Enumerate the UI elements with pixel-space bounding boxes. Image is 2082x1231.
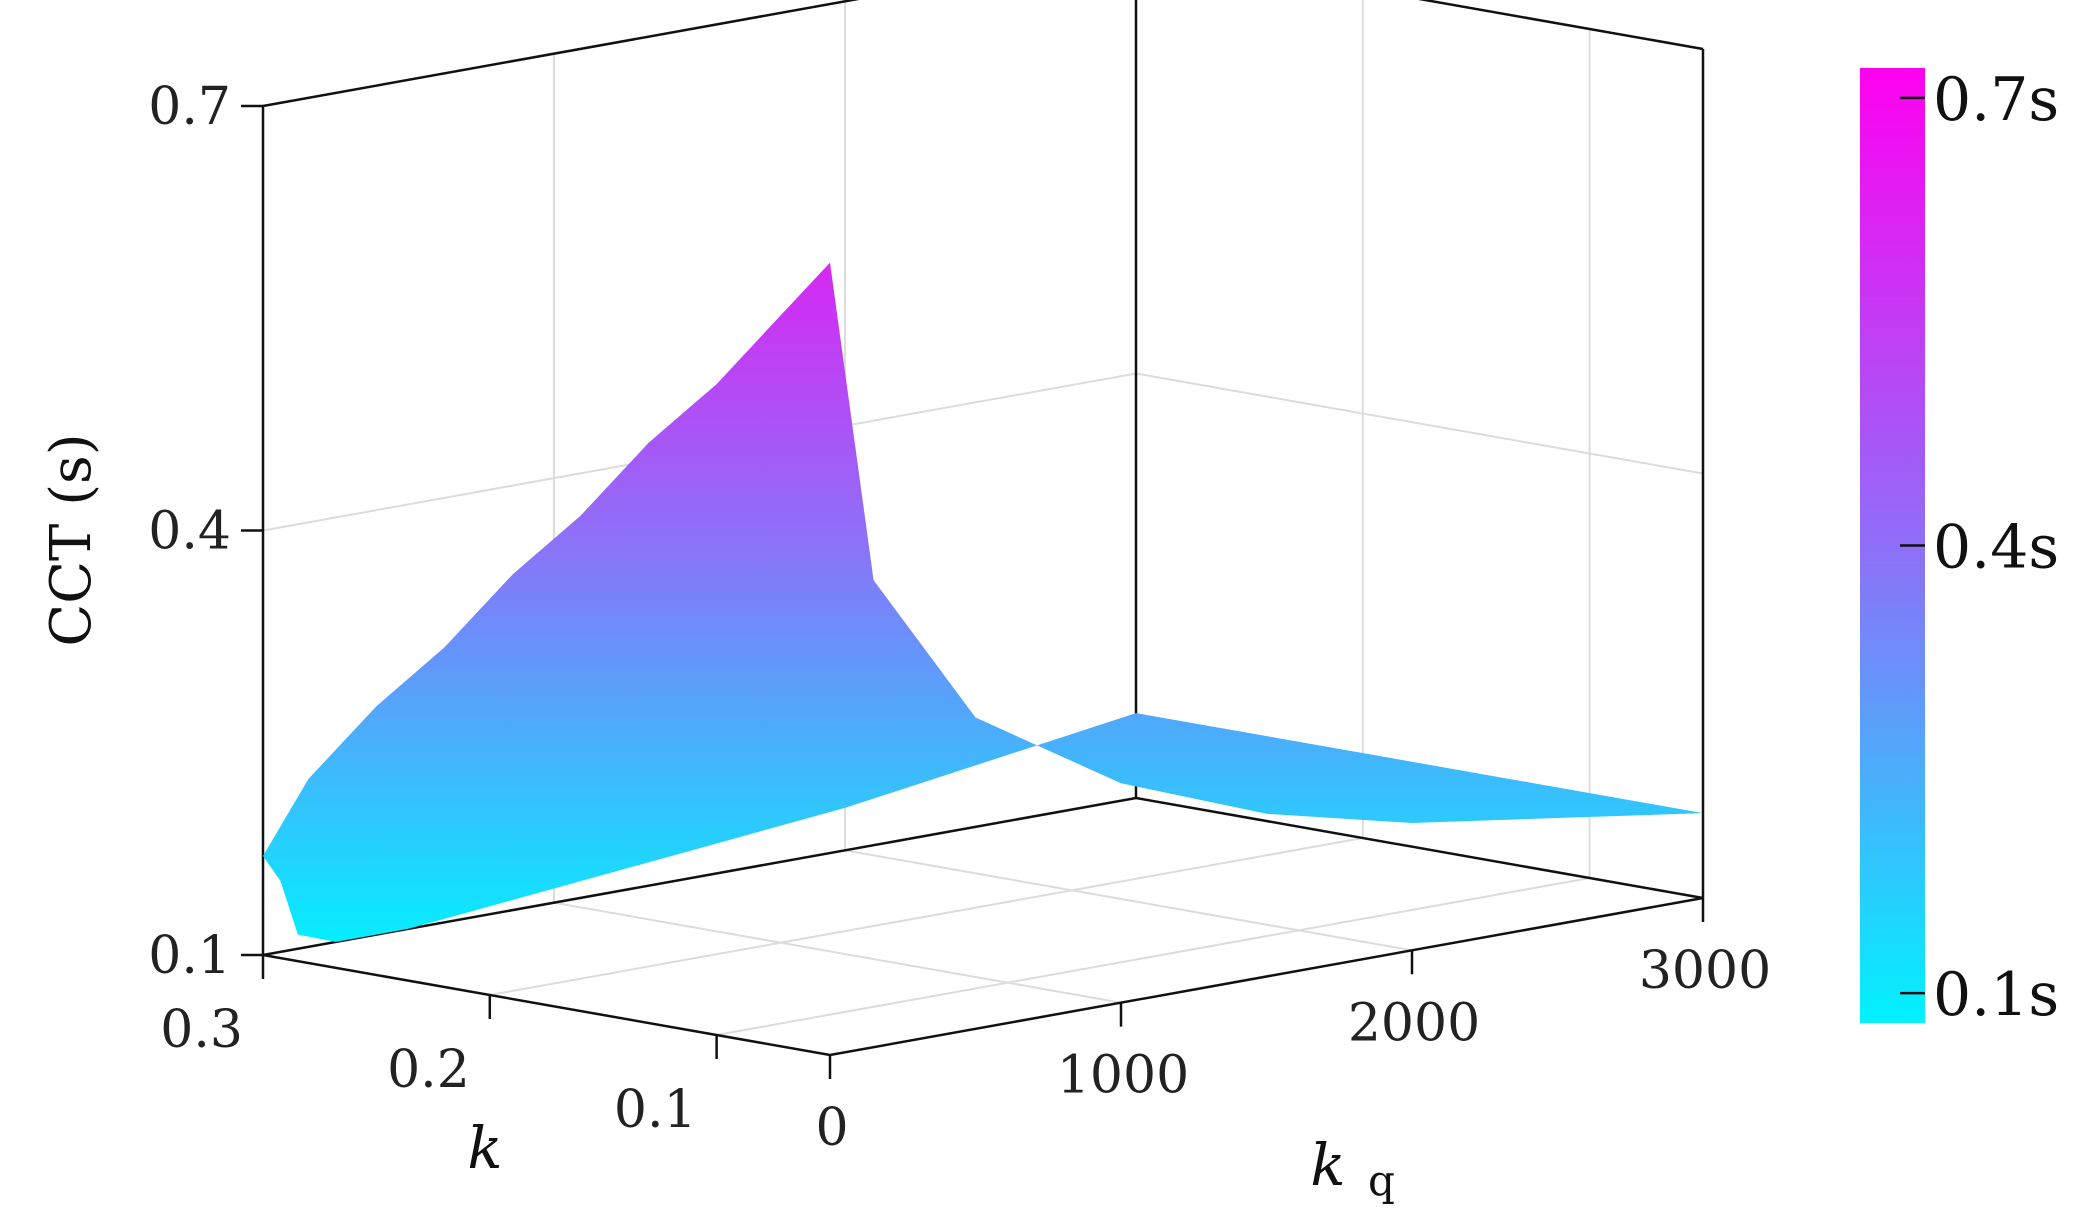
colorbar-tick-label-0: 0.1s — [1933, 960, 2059, 1030]
colorbar-ticks: 0.1s 0.4s 0.7s — [1900, 65, 2059, 1030]
colorbar-tick-label-1: 0.4s — [1933, 513, 2059, 583]
z-tick-label-1: 0.4 — [148, 502, 231, 562]
y-axis-title-subscript: q — [1368, 1156, 1395, 1205]
kq-tick-label-3: 3000 — [1639, 941, 1771, 1001]
grid-line-z-1 — [262, 372, 1704, 532]
surface-patch — [263, 262, 1703, 942]
z-tick-label-2: 0.7 — [148, 77, 231, 137]
y-axis-title: k q — [1310, 1131, 1394, 1205]
kq-tick-label-1: 1000 — [1057, 1046, 1189, 1106]
box-edge-floor-front — [262, 896, 1704, 1057]
surface — [263, 262, 1703, 942]
axis-ticks: 0.1 0.4 0.7 0.1 0.2 0.3 0 1000 2000 3000 — [148, 77, 1771, 1158]
kq-tick-label-2: 2000 — [1348, 993, 1480, 1053]
k-tick-label-1: 0.2 — [387, 1040, 470, 1100]
box-edge-top — [262, 0, 1704, 108]
k-tick-label-0: 0.1 — [614, 1080, 697, 1140]
colorbar-tick-label-2: 0.7s — [1933, 65, 2059, 135]
z-axis-title: CCT (s) — [39, 433, 104, 646]
z-tick-label-0: 0.1 — [148, 926, 231, 986]
grid-line-z-2 — [262, 0, 1704, 107]
colorbar: 0.1s 0.4s 0.7s — [1860, 65, 2059, 1030]
x-axis-title: k — [467, 1114, 502, 1182]
kq-tick-label-0: 0 — [815, 1098, 848, 1158]
k-tick-label-2: 0.3 — [160, 1000, 243, 1060]
box-edge-floor-back — [262, 796, 1704, 957]
y-axis-title-main: k — [1310, 1131, 1345, 1199]
